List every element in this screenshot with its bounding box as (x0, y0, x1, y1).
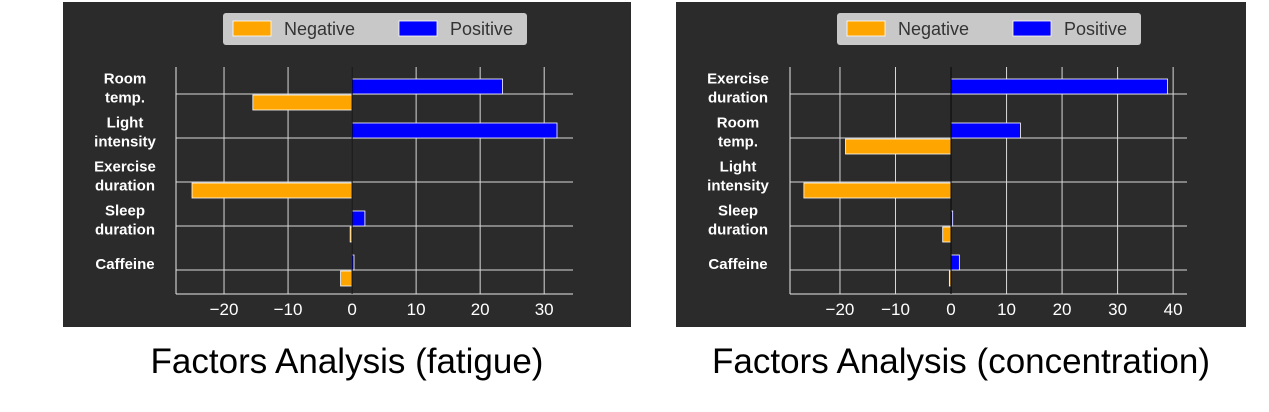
legend-swatch-negative (846, 20, 886, 37)
legend-box (837, 13, 1141, 45)
category-label: Caffeine (95, 256, 154, 273)
category-label: Light intensity (94, 115, 156, 151)
chart-title-concentration: Factors Analysis (concentration) (712, 342, 1210, 381)
bar-positive (351, 210, 366, 227)
bar-positive (351, 78, 503, 95)
chart-title-fatigue: Factors Analysis (fatigue) (150, 342, 544, 381)
x-tick-label: 20 (1053, 300, 1072, 319)
bar-negative (845, 138, 952, 155)
legend: Negative Positive (837, 13, 1141, 45)
x-tick-label: −10 (881, 300, 910, 319)
bar-negative (191, 182, 353, 199)
x-tick-label: −20 (826, 300, 855, 319)
legend-label-negative: Negative (284, 19, 355, 39)
legend-swatch-positive (1012, 20, 1052, 37)
bar-positive (950, 78, 1168, 95)
x-tick-label: 0 (946, 300, 955, 319)
category-label: Room temp. (717, 115, 760, 151)
x-tick-label: 0 (347, 300, 356, 319)
bar-negative (252, 94, 353, 111)
x-tick-label: 20 (471, 300, 490, 319)
category-label: Sleep duration (95, 203, 155, 239)
category-label: Light intensity (707, 159, 769, 195)
legend: Negative Positive (223, 13, 527, 45)
category-label: Exercise duration (707, 71, 769, 107)
bar-positive (950, 254, 960, 271)
chart-concentration: Exercise duration Room temp. Light intensity S… (707, 13, 1187, 319)
x-tick-label: 30 (535, 300, 554, 319)
category-label: Caffeine (708, 256, 767, 273)
legend-swatch-negative (232, 20, 272, 37)
legend-swatch-positive (398, 20, 438, 37)
legend-label-positive: Positive (450, 19, 513, 39)
legend-label-negative: Negative (898, 19, 969, 39)
x-tick-label: 10 (407, 300, 426, 319)
chart-fatigue: Room temp. Light intensity Exercise duration S… (94, 13, 573, 319)
chart-panel-fatigue: Room temp. Light intensity Exercise duration S… (63, 2, 631, 327)
x-tick-label: 30 (1108, 300, 1127, 319)
legend-box (223, 13, 527, 45)
bar-positive (950, 122, 1021, 139)
chart-panel-concentration: Exercise duration Room temp. Light intensity S… (676, 2, 1246, 327)
category-label: Room temp. (104, 71, 147, 107)
x-tick-label: 40 (1164, 300, 1183, 319)
x-tick-label: −10 (274, 300, 303, 319)
x-tick-label: 10 (997, 300, 1016, 319)
category-label: Exercise duration (94, 159, 156, 195)
x-tick-label: −20 (210, 300, 239, 319)
category-label: Sleep duration (708, 203, 768, 239)
bar-negative (803, 182, 952, 199)
legend-label-positive: Positive (1064, 19, 1127, 39)
bar-positive (351, 122, 558, 139)
bar-negative (942, 226, 952, 243)
bar-negative (340, 270, 353, 287)
